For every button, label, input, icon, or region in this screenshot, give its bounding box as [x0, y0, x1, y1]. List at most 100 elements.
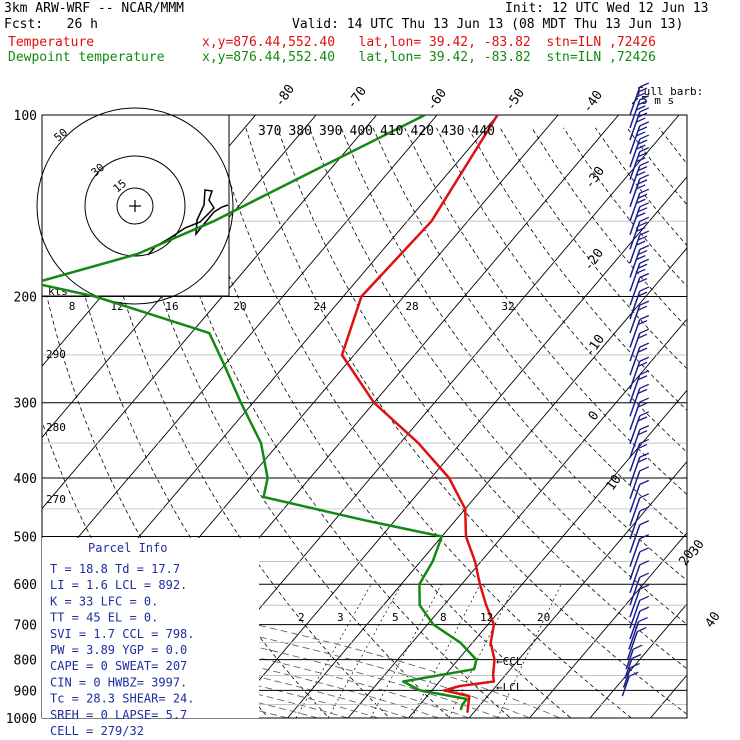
- barb-flag: [637, 319, 648, 326]
- init-time: Init: 12 UTC Wed 12 Jun 13: [505, 1, 709, 16]
- wind-barb: [629, 383, 650, 417]
- isotherm-line: [468, 460, 687, 718]
- isotherm-line: [589, 603, 687, 718]
- moist-adiabat-line: [42, 582, 560, 718]
- parcel-info-row: CIN = 0 HWBZ= 3997.: [50, 675, 187, 689]
- wind-barb: [629, 147, 650, 180]
- parcel-info-title: Parcel Info: [88, 541, 167, 555]
- isotherm-line: [42, 115, 377, 510]
- barb-flag: [639, 134, 650, 140]
- pressure-tick-label: 400: [14, 472, 37, 487]
- barb-flag: [637, 291, 648, 297]
- barb-flag: [636, 255, 646, 261]
- dry-adiabat-line: [594, 127, 687, 247]
- temperature-legend: Temperature: [8, 35, 95, 50]
- barb-flag: [639, 506, 650, 512]
- barb-flag: [639, 584, 650, 590]
- barb-flag: [636, 240, 646, 246]
- barb-flag: [637, 207, 648, 213]
- barb-flag: [639, 230, 650, 236]
- wind-barb: [629, 82, 650, 116]
- barb-flag: [639, 272, 650, 279]
- wind-barb: [629, 356, 650, 390]
- dry-adiabat-line: [213, 127, 633, 718]
- pressure-tick-label: 300: [14, 397, 37, 412]
- barb-flag: [629, 671, 639, 677]
- mixing-ratio-line: [295, 584, 372, 718]
- parcel-info-row: SVI = 1.7 CCL = 798.: [50, 627, 195, 641]
- wind-barb: [629, 438, 650, 472]
- barb-flag: [637, 457, 648, 463]
- mixing-ratio-line: [370, 584, 442, 718]
- mixing-ratio-line: [497, 584, 562, 718]
- mixing-ratio-label: 8: [440, 611, 447, 624]
- pressure-tick-label: 800: [14, 654, 37, 669]
- barb-staff: [629, 524, 641, 553]
- isotherm-label: -50: [502, 86, 528, 114]
- hodograph-ring: [116, 187, 154, 225]
- barb-flag: [639, 466, 650, 472]
- barb-staff: [629, 497, 641, 527]
- theta-label: 430: [441, 124, 464, 139]
- wind-barb: [625, 644, 643, 670]
- parcel-info-row: CELL = 279/32: [50, 724, 144, 738]
- barb-staff: [629, 538, 641, 567]
- wind-barb: [629, 314, 650, 348]
- wind-barb: [629, 300, 650, 334]
- pressure-tick-label: 500: [14, 530, 37, 545]
- barb-flag: [636, 131, 646, 137]
- wind-barb: [629, 134, 650, 168]
- barb-flag: [637, 430, 648, 436]
- barb-flag: [639, 314, 650, 321]
- wind-barb: [629, 466, 650, 500]
- barb-flag: [639, 479, 650, 485]
- moist-adiabat-line: [42, 613, 470, 718]
- barb-flag: [632, 644, 643, 650]
- moist-adiabat-line: [42, 623, 439, 718]
- barb-staff: [629, 484, 641, 513]
- parcel-info-row: K = 33 LFC = 0.: [50, 594, 158, 608]
- wind-barb: [629, 584, 650, 618]
- parcel-info-row: SREH = 0 LAPSE= 5.7: [50, 708, 187, 722]
- barb-flag: [639, 121, 650, 127]
- isotherm-line: [42, 115, 317, 439]
- dry-adiabat-line: [499, 127, 687, 370]
- barb-flag: [639, 370, 650, 376]
- dry-adiabat-line: [86, 127, 390, 718]
- mixing-ratio-label: 3: [337, 611, 344, 624]
- isotherm-line: [42, 115, 438, 581]
- isotherm-label: 40: [702, 609, 723, 630]
- wind-barb: [629, 244, 650, 278]
- barb-flag: [639, 520, 650, 526]
- barb-flag: [639, 82, 650, 88]
- dry-adiabat-line: [181, 127, 572, 718]
- barb-flag: [639, 411, 650, 417]
- barb-staff: [629, 576, 641, 606]
- parcel-info-row: LI = 1.6 LCL = 892.: [50, 578, 187, 592]
- isotherm-label: -30: [582, 164, 608, 192]
- barb-flag: [637, 416, 648, 422]
- wind-barb: [622, 662, 640, 688]
- barb-flag: [639, 258, 650, 264]
- barb-flag: [637, 333, 648, 339]
- theta-label: 420: [411, 124, 434, 139]
- barb-legend-title: Full barb:: [637, 85, 703, 98]
- barb-flag: [639, 595, 650, 601]
- wind-barb: [629, 230, 650, 264]
- wind-barb: [629, 493, 650, 527]
- barb-flag: [637, 375, 648, 381]
- parcel-info-row: TT = 45 EL = 0.: [50, 611, 158, 625]
- model-title: 3km ARW-WRF -- NCAR/MMM: [4, 1, 185, 16]
- theta-label: 390: [319, 124, 342, 139]
- wind-barb: [629, 547, 650, 581]
- barb-flag: [639, 216, 650, 222]
- mixing-ratio-label: 20: [537, 611, 550, 624]
- barb-staff: [629, 551, 641, 581]
- isotherm-label: -60: [424, 86, 450, 114]
- parcel-info-row: T = 18.8 Td = 17.7: [50, 562, 180, 576]
- adiabat-side-label: 290: [46, 348, 66, 361]
- dewpoint-line: [42, 115, 478, 711]
- barb-flag: [639, 493, 650, 499]
- barb-flag: [639, 188, 650, 194]
